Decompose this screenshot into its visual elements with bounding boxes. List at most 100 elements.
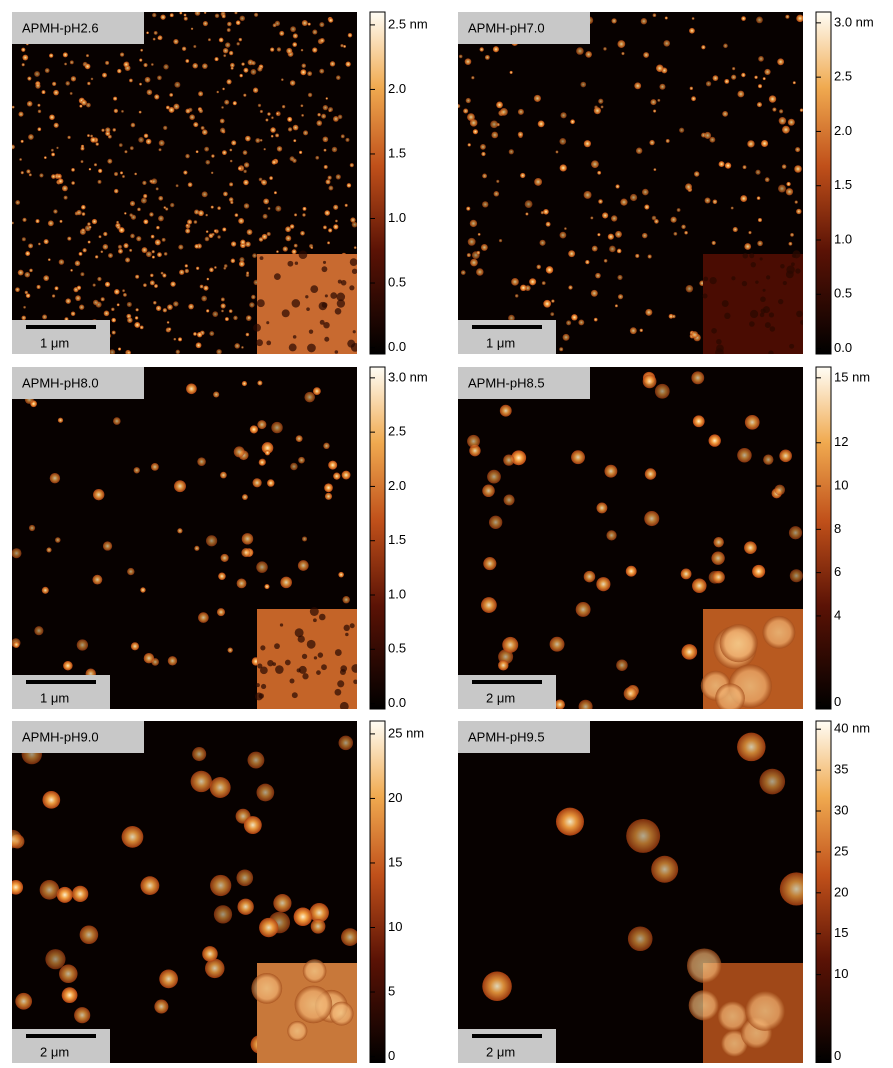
particle: [223, 48, 228, 53]
particle: [71, 76, 76, 81]
particle: [176, 184, 179, 187]
particle: [476, 251, 480, 255]
particle: [102, 73, 107, 78]
particle: [690, 87, 693, 90]
particle: [579, 700, 593, 714]
particle: [585, 260, 589, 264]
particle: [54, 123, 59, 128]
particle: [343, 45, 346, 48]
particle: [779, 109, 783, 113]
inset-feature: [335, 308, 342, 315]
particle: [26, 169, 30, 173]
particle: [27, 101, 33, 107]
particle: [312, 30, 317, 35]
particle: [584, 191, 592, 199]
inset-feature: [329, 1002, 353, 1026]
particle: [198, 91, 203, 96]
particle: [301, 49, 304, 52]
particle: [640, 329, 643, 332]
particle: [129, 213, 132, 216]
particle: [96, 143, 99, 146]
colorbar-tick-label: 1.0: [388, 586, 406, 601]
scale-label: 2 μm: [486, 1044, 515, 1059]
particle: [509, 149, 514, 154]
particle: [60, 220, 63, 223]
colorbar-tick-label: 12: [834, 434, 848, 449]
particle: [467, 435, 480, 448]
inset-feature: [251, 973, 282, 1004]
particle: [156, 187, 159, 190]
particle: [744, 243, 751, 250]
particle: [205, 160, 210, 165]
particle: [311, 246, 314, 249]
particle: [352, 222, 358, 228]
panel: APMH-pH7.01 μm0.00.51.01.52.02.53.0 nm: [455, 12, 873, 357]
particle: [550, 637, 565, 652]
particle: [21, 140, 24, 143]
inset-feature: [340, 665, 347, 672]
particle: [221, 554, 229, 562]
afm-image: [455, 12, 805, 357]
particle: [257, 420, 266, 429]
particle: [163, 126, 167, 130]
inset-feature: [786, 266, 794, 274]
particle: [559, 138, 566, 145]
particle: [564, 227, 567, 230]
particle: [253, 88, 258, 93]
particle: [653, 110, 656, 113]
particle: [757, 196, 761, 200]
particle: [109, 349, 115, 355]
particle: [257, 67, 262, 72]
particle: [311, 919, 326, 934]
particle: [681, 569, 692, 580]
particle: [101, 129, 104, 132]
particle: [113, 417, 121, 425]
particle: [74, 1007, 90, 1023]
particle: [48, 220, 54, 226]
particle: [499, 239, 502, 242]
colorbar-tick-label: 0.0: [388, 695, 406, 710]
particle: [595, 273, 601, 279]
particle: [114, 109, 118, 113]
particle: [46, 547, 51, 552]
colorbar-tick-label: 2.5: [388, 424, 406, 439]
particle: [222, 14, 226, 18]
particle: [769, 95, 776, 102]
particle: [643, 52, 649, 58]
particle: [149, 180, 152, 183]
particle: [50, 473, 60, 483]
particle: [596, 577, 610, 591]
particle: [617, 249, 622, 254]
particle: [259, 459, 266, 466]
particle: [117, 226, 121, 230]
inset-feature: [323, 322, 329, 328]
particle: [88, 241, 91, 244]
particle: [747, 140, 754, 147]
particle: [28, 243, 33, 248]
inset-feature: [287, 261, 293, 267]
particle: [243, 150, 248, 155]
particle: [192, 747, 206, 761]
particle: [339, 736, 353, 750]
particle: [330, 61, 335, 66]
particle: [150, 280, 155, 285]
particle: [757, 102, 762, 107]
inset-feature: [731, 276, 735, 280]
particle: [99, 235, 102, 238]
particle: [276, 112, 279, 115]
particle: [754, 76, 757, 79]
particle: [173, 338, 176, 341]
particle: [113, 128, 116, 131]
particle: [130, 146, 134, 150]
particle: [105, 282, 110, 287]
particle: [324, 149, 327, 152]
particle: [221, 298, 225, 302]
particle: [143, 283, 147, 287]
particle: [744, 541, 757, 554]
particle: [87, 222, 90, 225]
panel: APMH-pH8.52 μm0468101215 nm: [451, 367, 870, 715]
inset-feature: [742, 281, 747, 286]
particle: [86, 54, 89, 57]
particle: [546, 222, 551, 227]
particle: [203, 286, 208, 291]
